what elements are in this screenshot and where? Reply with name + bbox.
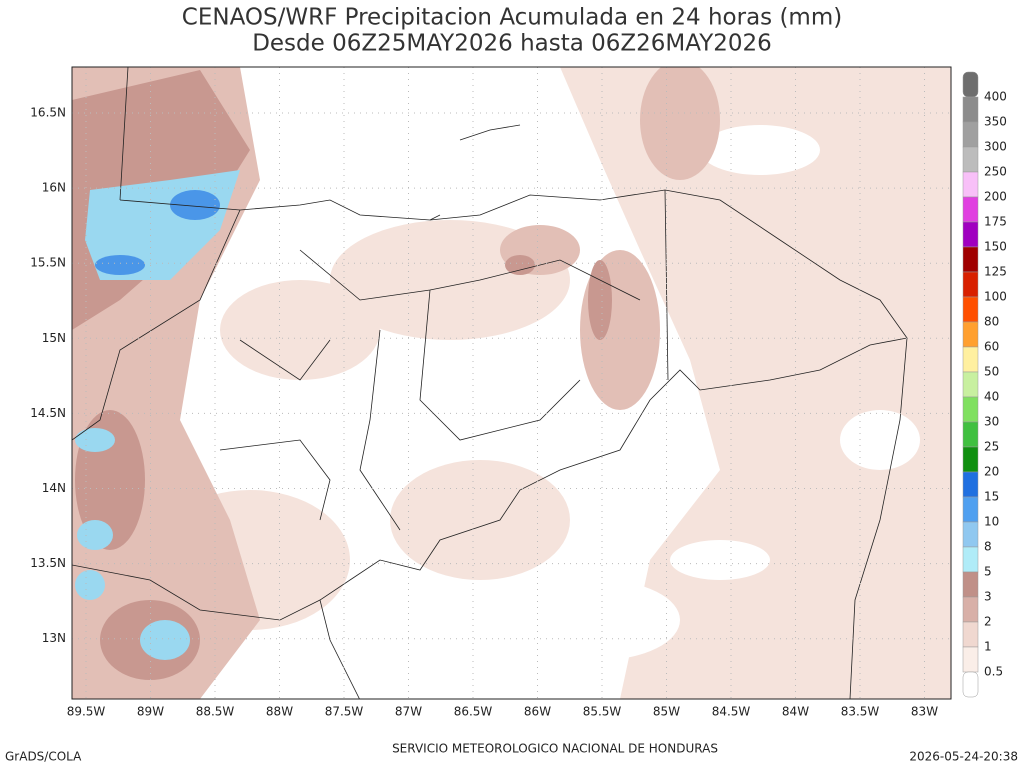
- lon-label: 87W: [395, 705, 422, 719]
- colorbar-label: 2: [984, 615, 992, 629]
- lat-label: 16N: [42, 181, 66, 195]
- colorbar-label: 400: [984, 90, 1007, 104]
- colorbar-label: 40: [984, 390, 999, 404]
- colorbar-label: 100: [984, 290, 1007, 304]
- lon-label: 88W: [266, 705, 293, 719]
- colorbar-swatch: [962, 646, 979, 673]
- lon-label: 86.5W: [454, 705, 493, 719]
- lon-label: 86W: [524, 705, 551, 719]
- lon-label: 89.5W: [67, 705, 106, 719]
- lat-label: 15N: [42, 331, 66, 345]
- lon-label: 85.5W: [583, 705, 622, 719]
- colorbar-label: 50: [984, 365, 999, 379]
- lon-label: 83W: [911, 705, 938, 719]
- lon-label: 84W: [782, 705, 809, 719]
- colorbar-swatch: [962, 396, 979, 423]
- footer-center: SERVICIO METEOROLOGICO NACIONAL DE HONDU…: [392, 742, 718, 756]
- colorbar-swatch: [962, 496, 979, 523]
- colorbar-label: 150: [984, 240, 1007, 254]
- colorbar-label: 3: [984, 590, 992, 604]
- lon-label: 88.5W: [196, 705, 235, 719]
- map-field: [72, 67, 951, 699]
- colorbar-label: 1: [984, 640, 992, 654]
- colorbar-swatch: [962, 571, 979, 598]
- colorbar-label: 25: [984, 440, 999, 454]
- lat-label: 13.5N: [30, 556, 66, 570]
- colorbar-label: 8: [984, 540, 992, 554]
- map-frame: [71, 66, 952, 700]
- subtitle: Desde 06Z25MAY2026 hasta 06Z26MAY2026: [252, 31, 772, 57]
- colorbar-label: 15: [984, 490, 999, 504]
- colorbar-swatch: [962, 371, 979, 398]
- colorbar-swatch: [962, 221, 979, 248]
- colorbar-swatch: [962, 96, 979, 123]
- lon-label: 84.5W: [712, 705, 751, 719]
- colorbar-label: 80: [984, 315, 999, 329]
- colorbar-label: 250: [984, 165, 1007, 179]
- colorbar-swatch: [962, 246, 979, 273]
- colorbar-swatch: [962, 346, 979, 373]
- colorbar-label: 30: [984, 415, 999, 429]
- colorbar-label: 350: [984, 115, 1007, 129]
- footer-right: 2026-05-24-20:38: [909, 750, 1018, 764]
- lat-label: 14.5N: [30, 406, 66, 420]
- lon-label: 87.5W: [325, 705, 364, 719]
- colorbar-swatch: [962, 196, 979, 223]
- colorbar-swatch: [962, 671, 979, 698]
- lon-label: 85W: [653, 705, 680, 719]
- colorbar-swatch: [962, 146, 979, 173]
- colorbar-swatch: [962, 296, 979, 323]
- lat-label: 16.5N: [30, 106, 66, 120]
- colorbar-swatch: [962, 321, 979, 348]
- colorbar-swatch: [962, 71, 979, 98]
- colorbar-swatch: [962, 121, 979, 148]
- colorbar: 4003503002502001751501251008060504030252…: [962, 71, 1007, 698]
- colorbar-label: 0.5: [984, 665, 1003, 679]
- footer-left: GrADS/COLA: [5, 750, 82, 764]
- colorbar-swatch: [962, 271, 979, 298]
- colorbar-swatch: [962, 596, 979, 623]
- lon-label: 83.5W: [841, 705, 880, 719]
- colorbar-swatch: [962, 521, 979, 548]
- colorbar-swatch: [962, 171, 979, 198]
- lat-label: 15.5N: [30, 256, 66, 270]
- colorbar-label: 175: [984, 215, 1007, 229]
- colorbar-swatch: [962, 421, 979, 448]
- colorbar-label: 125: [984, 265, 1007, 279]
- colorbar-swatch: [962, 621, 979, 648]
- grid: [72, 67, 951, 699]
- colorbar-label: 5: [984, 565, 992, 579]
- colorbar-label: 60: [984, 340, 999, 354]
- colorbar-label: 300: [984, 140, 1007, 154]
- lat-label: 14N: [42, 481, 66, 495]
- lon-label: 89W: [137, 705, 164, 719]
- colorbar-swatch: [962, 446, 979, 473]
- colorbar-swatch: [962, 546, 979, 573]
- lat-label: 13N: [42, 631, 66, 645]
- colorbar-label: 20: [984, 465, 999, 479]
- colorbar-swatch: [962, 471, 979, 498]
- colorbar-label: 200: [984, 190, 1007, 204]
- title: CENAOS/WRF Precipitacion Acumulada en 24…: [182, 5, 842, 31]
- colorbar-label: 10: [984, 515, 999, 529]
